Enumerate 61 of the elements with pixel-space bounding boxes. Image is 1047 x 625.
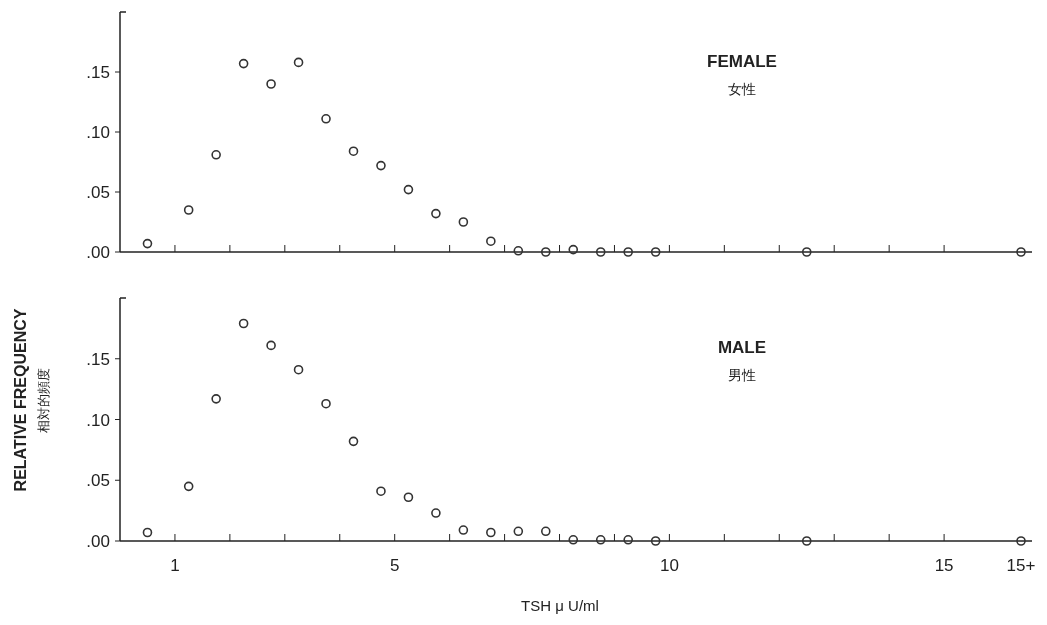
point xyxy=(458,525,469,535)
point xyxy=(568,534,579,545)
y-tick-label: .00 xyxy=(86,532,110,551)
point xyxy=(458,217,469,227)
point xyxy=(595,534,606,545)
x-axis-title: TSH μ U/ml xyxy=(521,597,599,614)
point xyxy=(540,526,551,537)
point xyxy=(801,536,812,546)
point xyxy=(293,364,304,375)
point xyxy=(376,486,386,496)
point xyxy=(486,527,496,538)
point xyxy=(513,526,524,537)
point xyxy=(431,508,441,518)
point xyxy=(183,481,194,492)
point xyxy=(623,247,633,257)
point xyxy=(540,247,551,257)
point xyxy=(403,184,414,195)
point xyxy=(142,527,153,538)
point xyxy=(321,398,331,409)
annotation: 男性 xyxy=(728,367,756,383)
point xyxy=(650,536,661,546)
y-axis-title: RELATIVE FREQUENCY 相対的頻度 xyxy=(12,308,51,492)
x-tick-label: 10 xyxy=(659,556,679,575)
y-tick-label: .00 xyxy=(86,243,110,262)
annotation: 女性 xyxy=(728,81,756,97)
point xyxy=(623,534,633,545)
point xyxy=(293,57,304,68)
annotation: FEMALE xyxy=(707,52,777,71)
point xyxy=(1016,247,1026,257)
y-tick-label: .15 xyxy=(86,63,110,82)
point xyxy=(376,160,386,171)
y-tick-label: .05 xyxy=(86,471,110,491)
point xyxy=(211,394,221,404)
point xyxy=(801,247,812,257)
point xyxy=(568,244,579,255)
x-tick-label: 15 xyxy=(934,556,954,575)
point xyxy=(595,247,606,257)
x-tick-label: 1 xyxy=(170,556,180,575)
point xyxy=(1016,536,1026,546)
y-tick-label: .15 xyxy=(86,349,110,369)
point xyxy=(183,205,194,215)
point xyxy=(266,79,276,89)
point xyxy=(348,436,359,447)
point xyxy=(142,238,153,249)
point xyxy=(348,146,359,156)
y-tick-label: .05 xyxy=(86,183,110,202)
point xyxy=(321,114,331,124)
y-tick-label: .10 xyxy=(86,123,110,142)
point xyxy=(403,492,414,503)
point xyxy=(238,318,249,329)
point xyxy=(513,246,524,256)
annotation: MALE xyxy=(717,338,767,357)
point xyxy=(650,247,661,257)
x-tick-label: 15+ xyxy=(1006,556,1036,575)
point xyxy=(431,208,441,219)
point xyxy=(486,236,496,246)
point xyxy=(266,340,276,351)
x-tick-label: 5 xyxy=(389,556,400,575)
y-tick-label: .10 xyxy=(86,410,110,430)
point xyxy=(211,150,221,160)
point xyxy=(238,58,249,69)
